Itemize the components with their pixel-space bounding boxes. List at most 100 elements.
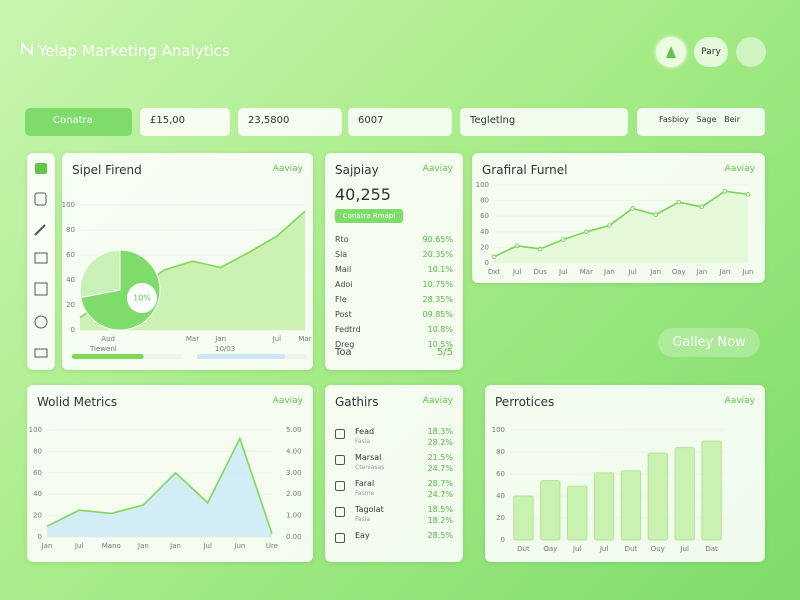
point bbox=[560, 237, 566, 242]
row-label: Adoi bbox=[335, 280, 353, 289]
item-value: 24.7% bbox=[427, 490, 453, 499]
panel-title: Grafiral Furnel bbox=[482, 163, 568, 177]
row-value: 10.8% bbox=[427, 325, 453, 334]
panel-action[interactable]: Aaviay bbox=[272, 396, 303, 406]
bar bbox=[647, 452, 668, 541]
world-panel: 0 20 40 60 80 100 0.00 1.00 2.00 3.00 4.00 5.00 Jan J… bbox=[27, 385, 313, 562]
y-tick-label: 40 bbox=[496, 492, 505, 500]
panel-title: Gathirs bbox=[335, 395, 379, 409]
logo bbox=[21, 42, 33, 56]
y-tick-label: 80 bbox=[66, 226, 75, 234]
x-tick-label: Jul bbox=[679, 545, 689, 553]
y2-tick-label: 2.00 bbox=[286, 490, 302, 498]
sidebar-icons[interactable] bbox=[27, 153, 55, 370]
pie-hole bbox=[127, 283, 157, 313]
x-tick-label: Oay bbox=[672, 268, 686, 276]
bar bbox=[593, 472, 615, 541]
y-tick-label: 60 bbox=[66, 251, 75, 259]
summary-row: Rto 90.65% bbox=[335, 235, 453, 244]
row-value: 20.35% bbox=[422, 250, 453, 259]
x-tick-label: Dut bbox=[517, 545, 530, 553]
header-button[interactable]: Pary bbox=[694, 37, 728, 67]
line bbox=[493, 190, 749, 258]
bar bbox=[620, 470, 642, 541]
avatar[interactable] bbox=[736, 37, 766, 67]
bar bbox=[540, 480, 561, 541]
point bbox=[584, 229, 589, 235]
summary-row: Dreg 10.5% bbox=[335, 340, 453, 349]
sidebar bbox=[27, 153, 55, 370]
x-tick-label: Mar bbox=[186, 335, 199, 343]
panel-action[interactable]: Aaviay bbox=[422, 396, 453, 406]
y-tick-label: 20 bbox=[66, 301, 75, 309]
search-pill[interactable]: Conatra bbox=[25, 108, 132, 136]
x-tick-label: Jul bbox=[202, 542, 212, 550]
panel-action[interactable]: Aaviay bbox=[724, 396, 755, 406]
x-tick-label: Jul bbox=[599, 545, 609, 553]
x-tick-label: Jan bbox=[695, 268, 707, 276]
panel-action[interactable]: Aaviay bbox=[422, 164, 453, 174]
bar bbox=[513, 495, 534, 541]
item-sub: Fasme bbox=[355, 490, 375, 497]
summary-footer: Toa 5/5 bbox=[335, 347, 453, 358]
item-icon bbox=[335, 481, 345, 491]
y-tick-label: 0 bbox=[501, 536, 505, 544]
nav-icon[interactable] bbox=[656, 37, 686, 67]
panel-action[interactable]: Aaviay bbox=[724, 164, 755, 174]
x-tick-label: Dut bbox=[625, 545, 638, 553]
pie-slice bbox=[79, 249, 121, 299]
item-icon bbox=[335, 533, 345, 543]
y-tick-label: 100 bbox=[29, 426, 42, 434]
cta-button[interactable]: Galley Now bbox=[658, 328, 760, 357]
summary-row: Sla 20.35% bbox=[335, 250, 453, 259]
footer-value: 5/5 bbox=[436, 347, 453, 358]
x-tick-label: Dus bbox=[533, 268, 547, 276]
performance-panel: 0 20 40 60 80 100 Dut Oay Jul Jul Dut Ouy Jul Dat Per… bbox=[485, 385, 765, 562]
point bbox=[607, 223, 612, 228]
row-label: Rto bbox=[335, 235, 349, 244]
summary-total: 40,255 bbox=[335, 185, 391, 204]
dropdown[interactable]: £15,00 bbox=[140, 108, 230, 136]
y-tick-label: 100 bbox=[492, 426, 505, 434]
item-sub: Cteniasas bbox=[355, 464, 385, 471]
tab[interactable]: Beir bbox=[724, 115, 741, 124]
row-value: 10.75% bbox=[422, 280, 453, 289]
text-input[interactable]: Tegletlng bbox=[460, 108, 628, 136]
y-tick-label: 100 bbox=[476, 181, 489, 189]
row-label: Sla bbox=[335, 250, 348, 259]
item-name: Fead bbox=[355, 427, 375, 436]
item-icon bbox=[335, 429, 345, 439]
performance-chart: 0 20 40 60 80 100 Dut Oay Jul Jul Dut Ouy Jul Dat bbox=[492, 426, 725, 553]
y-tick-label: 20 bbox=[480, 243, 489, 251]
row-value: 90.65% bbox=[422, 235, 453, 244]
panel-action[interactable]: Aaviay bbox=[272, 164, 303, 174]
progress-label: Tiewenl bbox=[89, 345, 117, 353]
progress-bar bbox=[197, 354, 285, 359]
dropdown[interactable]: 23,5800 bbox=[238, 108, 342, 136]
y-tick-label: 0 bbox=[71, 326, 75, 334]
item-name: Marsal bbox=[355, 453, 382, 462]
point bbox=[491, 254, 497, 260]
sales-panel: 0 20 40 60 80 100 Aud Mar Jan Jul Mar 10% Tiewenl 10/… bbox=[62, 153, 313, 370]
area-fill bbox=[47, 438, 272, 537]
item-value: 28.7% bbox=[427, 479, 453, 488]
y-tick-label: 100 bbox=[62, 201, 75, 209]
y-tick-label: 20 bbox=[496, 514, 505, 522]
tab[interactable]: Sage bbox=[696, 115, 717, 124]
summary-button[interactable]: Conatra Rmapl bbox=[335, 209, 403, 223]
x-tick-label: Dat bbox=[705, 545, 718, 553]
row-label: Mail bbox=[335, 265, 352, 274]
row-label: Fedtrd bbox=[335, 325, 361, 334]
world-chart: 0 20 40 60 80 100 0.00 1.00 2.00 3.00 4.00 5.00 Jan J… bbox=[29, 426, 302, 550]
tab[interactable]: Fasbioy bbox=[659, 115, 689, 124]
item-value: 18.5% bbox=[427, 505, 453, 514]
x-tick-label: Jan bbox=[214, 335, 226, 343]
dropdown[interactable]: 6007 bbox=[348, 108, 452, 136]
point bbox=[676, 199, 682, 205]
x-tick-label: Jul bbox=[272, 335, 282, 343]
item-value: 21.5% bbox=[427, 453, 453, 462]
y-tick-label: 80 bbox=[480, 197, 489, 205]
item-value: 28.2% bbox=[427, 438, 453, 447]
y-tick-label: 40 bbox=[33, 490, 42, 498]
